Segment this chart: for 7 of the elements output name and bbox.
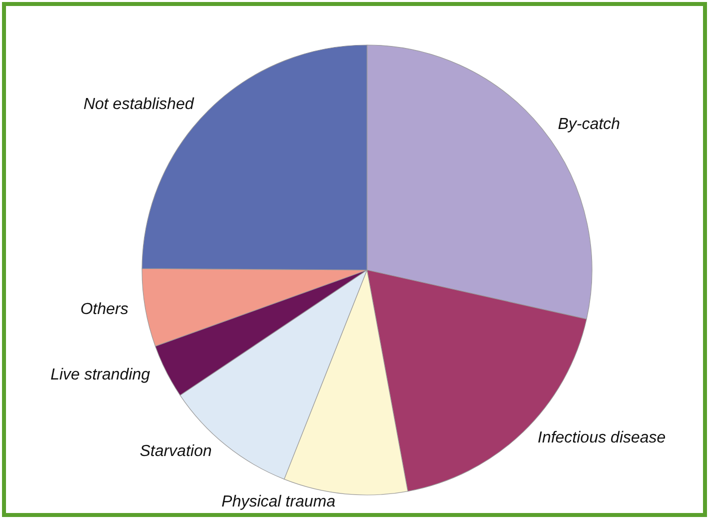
slice-label: Infectious disease — [538, 429, 666, 446]
slice-label: Not established — [83, 96, 195, 114]
slice-label: Physical trauma — [222, 493, 336, 510]
slice-label: Starvation — [140, 442, 212, 460]
slice-label: By-catch — [558, 116, 620, 133]
slice-label: Others — [80, 300, 128, 318]
slice-label: Live stranding — [50, 366, 150, 384]
